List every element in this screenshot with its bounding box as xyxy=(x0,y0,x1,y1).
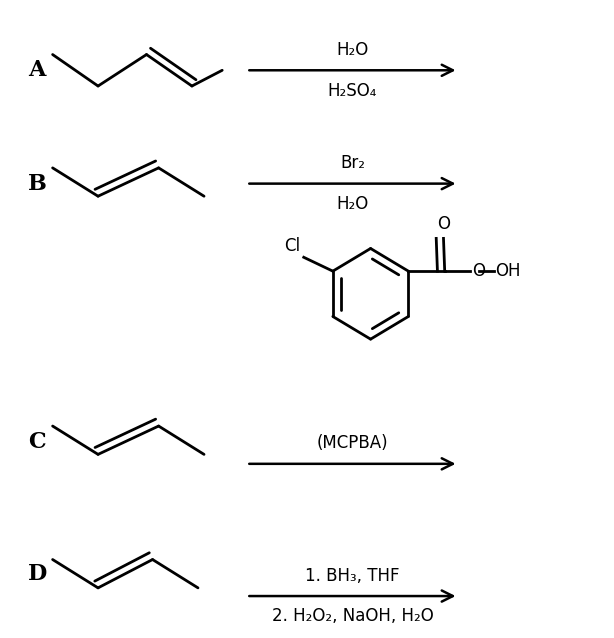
Text: C: C xyxy=(28,431,46,453)
Text: H₂O: H₂O xyxy=(336,195,368,213)
Text: O: O xyxy=(437,216,450,234)
Text: 2. H₂O₂, NaOH, H₂O: 2. H₂O₂, NaOH, H₂O xyxy=(271,607,433,625)
Text: (MCPBA): (MCPBA) xyxy=(317,434,388,452)
Text: H₂SO₄: H₂SO₄ xyxy=(328,82,377,100)
Text: Cl: Cl xyxy=(285,237,301,255)
Text: O: O xyxy=(473,262,486,280)
Text: OH: OH xyxy=(495,262,521,280)
Text: D: D xyxy=(28,563,48,585)
Text: 1. BH₃, THF: 1. BH₃, THF xyxy=(305,567,400,584)
Text: A: A xyxy=(28,59,46,81)
Text: Br₂: Br₂ xyxy=(340,154,365,172)
Text: H₂O: H₂O xyxy=(336,41,368,59)
Text: B: B xyxy=(28,173,47,195)
